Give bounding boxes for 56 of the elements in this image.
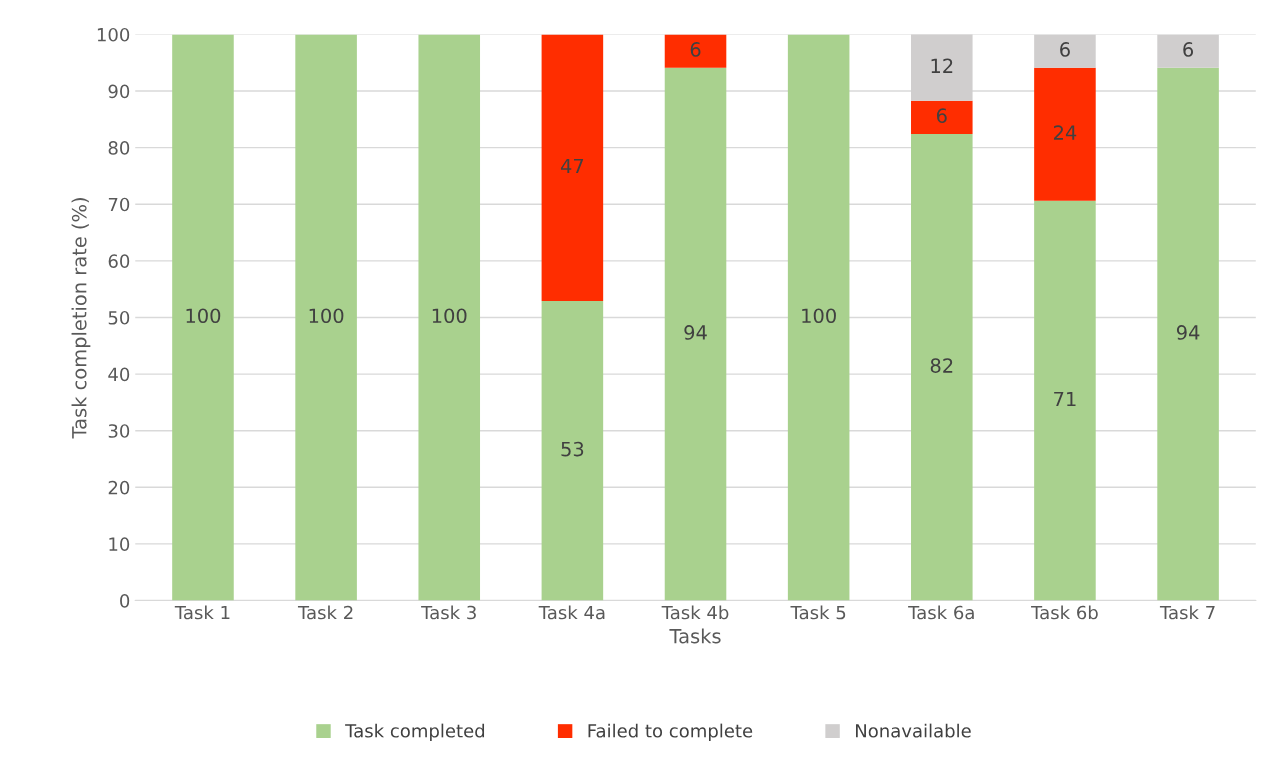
data-label: 24 — [1053, 125, 1077, 140]
bar — [1034, 200, 1096, 601]
bar — [418, 34, 481, 601]
y-tick-label: 90 — [108, 84, 130, 99]
bar — [295, 34, 357, 601]
y-axis-title: Task completion rate (%) — [71, 198, 91, 439]
y-tick-label: 0 — [120, 593, 130, 608]
x-tick-label: Task 2 — [297, 605, 353, 620]
y-tick-label: 40 — [108, 367, 130, 382]
data-label: 6 — [936, 108, 947, 123]
data-label: 94 — [684, 325, 707, 340]
x-tick-label: Task 1 — [174, 605, 230, 620]
data-label: 94 — [1176, 325, 1200, 340]
y-tick-label: 70 — [108, 197, 130, 212]
bar — [1034, 34, 1096, 68]
data-label: 100 — [309, 308, 344, 324]
bar — [911, 100, 973, 135]
bar — [1157, 34, 1219, 68]
data-label: 6 — [1183, 42, 1194, 57]
data-label: 100 — [802, 308, 836, 324]
data-label: 47 — [560, 158, 584, 174]
bar — [664, 34, 727, 68]
x-tick-label: Task 6a — [908, 605, 974, 620]
x-tick-label: Task 7 — [1159, 605, 1215, 620]
bar — [664, 67, 727, 601]
data-label: 53 — [561, 441, 584, 457]
data-label: 6 — [1060, 42, 1070, 57]
bar — [1157, 67, 1219, 601]
y-tick-label: 60 — [108, 254, 130, 268]
x-tick-label: Task 4a — [538, 605, 605, 620]
data-label: 82 — [930, 358, 953, 373]
legend-label: Task completed — [345, 723, 485, 742]
x-tick-label: Task 4b — [661, 605, 729, 620]
x-tick-label: Task 5 — [790, 605, 846, 620]
data-label: 100 — [186, 308, 221, 324]
legend-label: Failed to complete — [588, 723, 753, 742]
y-tick-label: 10 — [109, 537, 130, 552]
bar — [787, 34, 850, 601]
data-label: 71 — [1054, 391, 1076, 407]
x-tick-label: Task 6b — [1031, 605, 1098, 620]
y-tick-label: 50 — [108, 310, 130, 325]
bar — [172, 34, 234, 601]
y-tick-label: 30 — [108, 424, 130, 438]
y-tick-label: 80 — [108, 141, 130, 155]
legend-label: Nonavailable — [856, 723, 971, 738]
data-label: 12 — [931, 58, 953, 73]
data-label: 6 — [690, 42, 701, 57]
bar — [911, 134, 973, 601]
bar — [541, 301, 604, 601]
bar — [1034, 67, 1096, 201]
data-label: 100 — [432, 308, 467, 324]
x-axis-title: Tasks — [669, 628, 721, 644]
y-tick-label: 20 — [108, 480, 130, 495]
bar — [541, 34, 604, 302]
x-tick-label: Task 3 — [421, 605, 476, 620]
y-tick-label: 100 — [97, 27, 130, 42]
